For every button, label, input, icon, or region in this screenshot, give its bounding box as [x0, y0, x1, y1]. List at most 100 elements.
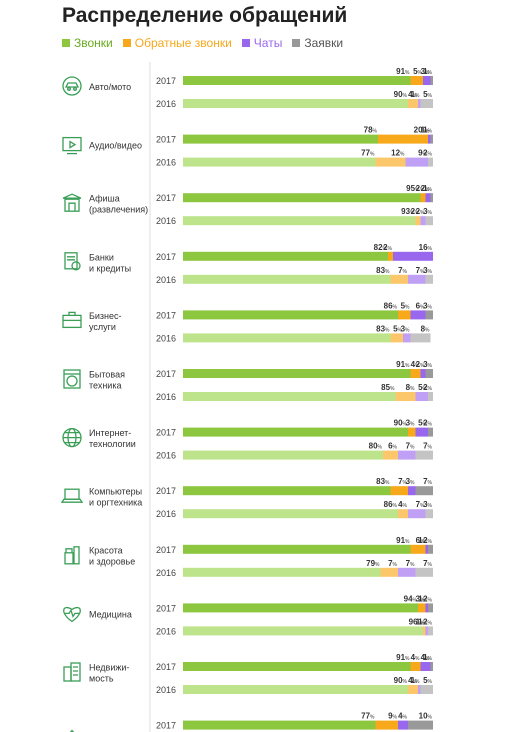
year-label: 2017 — [156, 662, 176, 672]
data-label: 77% — [361, 712, 375, 721]
data-label-unit: % — [393, 562, 398, 568]
bar-segment-calls — [183, 99, 408, 108]
bar-segment-callbacks — [410, 369, 421, 378]
data-label-value: 1 — [411, 90, 416, 99]
data-label-value: 7 — [423, 442, 428, 451]
data-label-value: 5 — [418, 419, 423, 428]
data-label: 7% — [416, 266, 425, 275]
bar-segment-requests — [428, 626, 433, 636]
data-label-value: 1 — [423, 67, 428, 76]
bar-segment-calls — [183, 310, 398, 320]
data-label: 1% — [423, 653, 432, 662]
data-label: 2% — [423, 149, 432, 158]
data-label-value: 4 — [421, 653, 426, 662]
data-label-unit: % — [415, 363, 420, 369]
bar-segment-calls — [183, 369, 411, 378]
data-label-unit: % — [403, 269, 408, 275]
data-label: 2% — [421, 184, 430, 193]
bar-segment-chats — [425, 626, 428, 636]
data-label-unit: % — [428, 269, 433, 275]
data-label-unit: % — [415, 656, 420, 662]
bar-segment-calls — [183, 486, 391, 496]
bar-segment-callbacks — [375, 157, 406, 167]
data-label: 90% — [394, 90, 408, 99]
data-label-value: 3 — [423, 266, 428, 275]
data-label: 2% — [416, 360, 425, 369]
briefcase-icon — [62, 311, 82, 329]
year-label: 2016 — [156, 333, 176, 343]
data-label-unit: % — [420, 210, 425, 216]
data-label-value: 80 — [369, 442, 378, 451]
bar-segment-chats — [425, 603, 428, 613]
data-label: 10% — [419, 712, 433, 721]
bar-segment-chats — [403, 333, 411, 343]
bar-segment-chats — [415, 427, 428, 437]
data-label-unit: % — [428, 620, 433, 626]
data-label: 83% — [376, 266, 390, 275]
data-label: 2% — [423, 383, 432, 392]
data-label: 1% — [416, 617, 425, 626]
bar-segment-callbacks — [410, 662, 421, 671]
category-label: Авто/мото — [89, 82, 131, 92]
data-label-unit: % — [420, 363, 425, 369]
bar-segment-chats — [425, 544, 428, 554]
bar-segment-calls — [183, 544, 411, 554]
data-label: 1% — [423, 184, 432, 193]
building-icon — [63, 662, 81, 682]
data-label-unit: % — [428, 656, 433, 662]
bar-segment-calls — [183, 685, 408, 694]
bar-segment-requests — [430, 662, 433, 671]
bar-segment-chats — [408, 509, 426, 519]
data-label-unit: % — [423, 129, 428, 135]
data-label: 7% — [406, 559, 415, 568]
bar-segment-requests — [415, 450, 433, 460]
data-label: 83% — [376, 477, 390, 486]
data-label: 5% — [393, 324, 402, 333]
data-label: 85% — [381, 383, 395, 392]
data-label-unit: % — [373, 129, 378, 135]
data-label-unit: % — [405, 70, 410, 76]
year-label: 2016 — [156, 685, 176, 695]
bar-segment-callbacks — [408, 427, 416, 437]
data-label: 1% — [423, 67, 432, 76]
data-label-unit: % — [420, 597, 425, 603]
data-label: 1% — [411, 676, 420, 685]
year-label: 2016 — [156, 509, 176, 519]
legend-item-chats: Чаты — [241, 36, 282, 50]
data-label: 4% — [411, 360, 420, 369]
data-label-value: 5 — [423, 676, 428, 685]
bar-segment-requests — [420, 99, 433, 108]
bar-segment-calls — [183, 216, 416, 226]
year-label: 2017 — [156, 193, 176, 203]
data-label: 7% — [423, 559, 432, 568]
data-label-value: 2 — [416, 207, 421, 216]
bar-segment-callbacks — [395, 392, 416, 401]
data-label-value: 1 — [423, 184, 428, 193]
category-label: Красота и здоровье — [89, 545, 135, 566]
data-label: 82% — [374, 243, 388, 252]
data-label: 3% — [423, 500, 432, 509]
bar-segment-calls — [183, 662, 411, 671]
bar-segment-chats — [405, 157, 428, 167]
bar-segment-calls — [183, 134, 378, 144]
data-label: 86% — [384, 500, 398, 509]
data-label-value: 5 — [393, 324, 398, 333]
data-label: 5% — [418, 419, 427, 428]
year-label: 2016 — [156, 275, 176, 285]
legend-swatch-requests — [292, 39, 301, 47]
bar-segment-requests — [428, 544, 433, 554]
bar-segment-chats — [420, 216, 426, 226]
data-label: 6% — [416, 536, 425, 545]
bar-segment-chats — [398, 450, 416, 460]
bar-segment-calls — [183, 450, 383, 460]
legend-swatch-callbacks — [122, 39, 131, 47]
data-label-value: 2 — [423, 536, 428, 545]
year-label: 2017 — [156, 252, 176, 262]
data-label-value: 3 — [421, 67, 426, 76]
data-label-value: 7 — [423, 559, 428, 568]
data-label-value: 1 — [418, 617, 423, 626]
bar-segment-chats — [418, 99, 421, 108]
data-label-unit: % — [410, 210, 415, 216]
